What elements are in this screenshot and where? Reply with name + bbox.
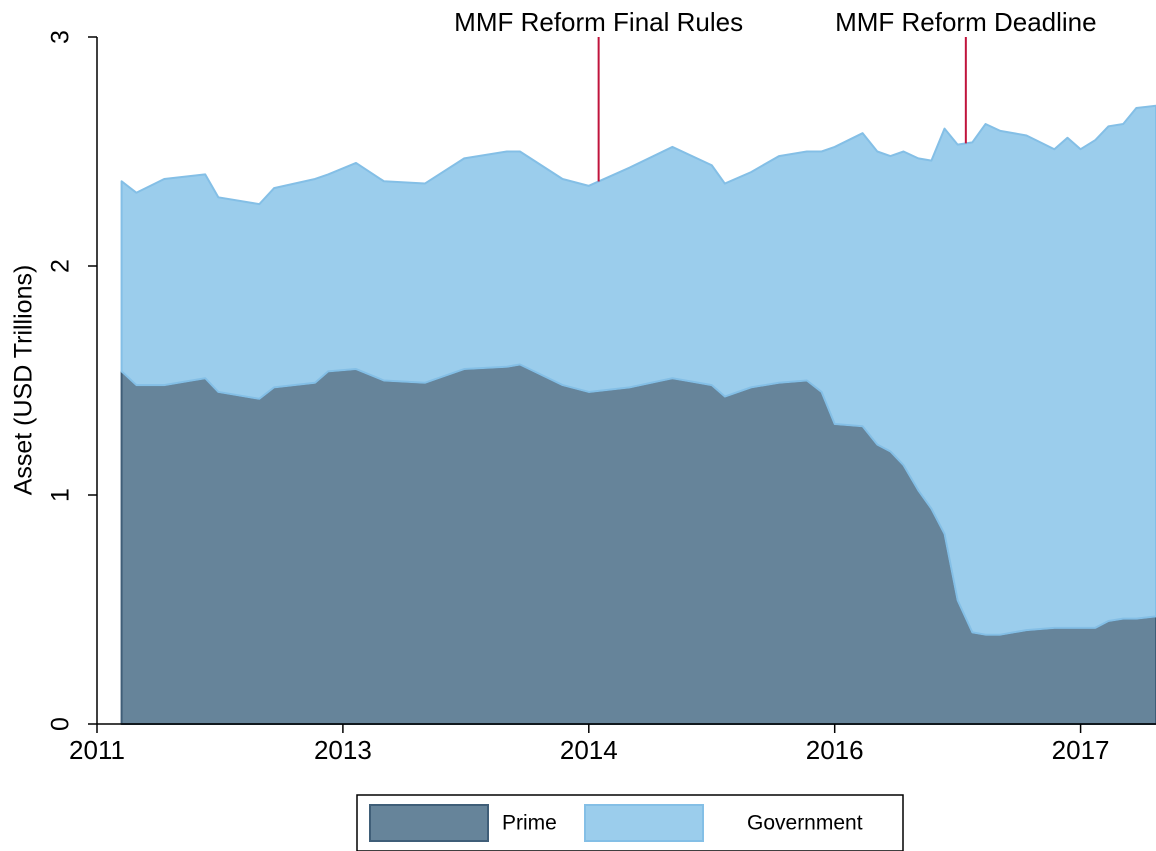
y-tick-label: 3	[47, 30, 75, 44]
x-tick-label: 2016	[806, 735, 864, 765]
legend-swatch	[584, 804, 704, 842]
y-tick-label: 0	[47, 717, 75, 731]
legend-label: Prime	[502, 812, 557, 835]
y-tick-label: 2	[47, 259, 75, 273]
x-tick-label: 2011	[69, 735, 125, 765]
legend-swatch	[369, 804, 489, 842]
y-tick-label: 1	[47, 488, 75, 502]
y-axis-label: Asset (USD Trillions)	[10, 265, 38, 496]
legend-label: Government	[747, 812, 863, 835]
annotation-label: MMF Reform Final Rules	[454, 7, 743, 37]
x-tick-label: 2014	[560, 735, 618, 765]
annotation-label: MMF Reform Deadline	[835, 7, 1097, 37]
area	[120, 104, 1156, 636]
x-tick-label: 2013	[314, 735, 372, 765]
x-tick-label: 2017	[1052, 735, 1110, 765]
